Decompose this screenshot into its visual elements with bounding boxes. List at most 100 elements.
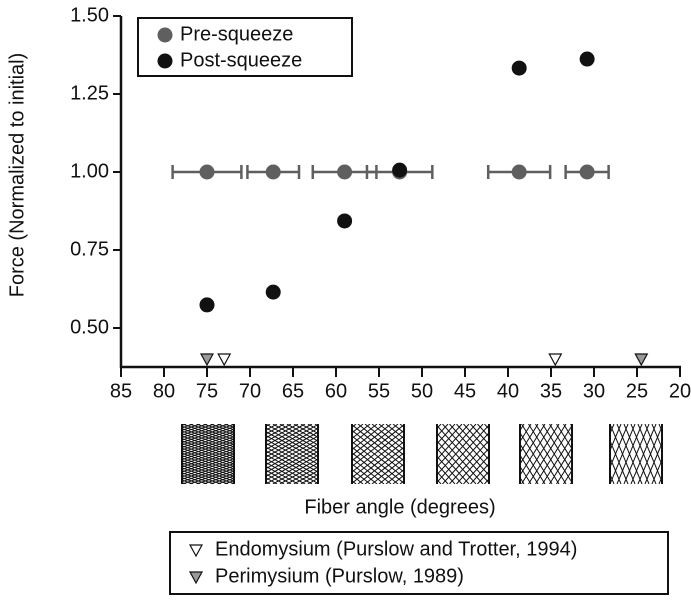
fiber <box>556 458 572 484</box>
fiber <box>563 469 572 484</box>
fiber <box>8 424 179 484</box>
fiber <box>182 424 234 443</box>
fiber <box>582 424 607 484</box>
point <box>199 297 215 313</box>
fiber <box>352 468 371 484</box>
marker <box>199 353 215 367</box>
fiber <box>182 428 234 448</box>
fiber <box>293 470 318 484</box>
fiber <box>437 424 470 460</box>
fiber <box>673 424 691 484</box>
fiber <box>575 424 600 484</box>
fiber <box>437 478 442 484</box>
fiber <box>266 424 299 443</box>
fiber <box>616 424 643 484</box>
fiber <box>484 478 489 484</box>
fiber <box>182 464 234 484</box>
x-tick-label: 65 <box>282 380 304 402</box>
fiber <box>182 428 234 448</box>
fiber <box>266 450 318 481</box>
fiber <box>570 424 572 428</box>
fiber-diagram <box>352 424 496 484</box>
fiber <box>556 424 572 450</box>
y-tick-label: 0.75 <box>70 238 109 260</box>
fiber <box>352 463 378 484</box>
fiber <box>520 424 525 432</box>
fiber <box>528 424 567 484</box>
fiber <box>286 466 318 484</box>
fiber <box>239 424 410 484</box>
x-axis-label: Fiber angle (degrees) <box>304 496 495 518</box>
x-tick-label: 75 <box>196 380 218 402</box>
fiber-diagram <box>8 424 410 484</box>
y-tick-label: 1.50 <box>70 4 109 26</box>
fiber <box>385 424 404 440</box>
fiber <box>352 424 385 451</box>
fiber <box>379 424 434 484</box>
fiber <box>182 436 234 456</box>
fiber <box>266 461 306 484</box>
fiber <box>182 479 194 484</box>
fiber <box>182 455 234 475</box>
fiber <box>437 424 456 445</box>
fiber <box>687 424 691 484</box>
fiber <box>182 482 187 484</box>
fiber <box>272 424 318 450</box>
fiber <box>352 424 378 445</box>
fiber <box>520 424 539 454</box>
marker <box>217 353 232 367</box>
fiber <box>266 424 292 439</box>
fiber <box>477 470 489 484</box>
fiber-diagram <box>575 424 691 484</box>
fiber <box>266 458 313 484</box>
fiber <box>585 424 623 484</box>
fiber <box>182 460 234 480</box>
fiber <box>521 424 560 484</box>
fiber <box>182 433 234 453</box>
legend-marker <box>157 53 173 69</box>
fiber <box>182 438 234 458</box>
fiber <box>352 435 404 479</box>
fiber <box>666 424 691 484</box>
fiber <box>203 424 234 436</box>
y-tick-label: 1.00 <box>70 160 109 182</box>
fiber <box>651 424 662 450</box>
fiber <box>182 450 234 471</box>
fiber <box>414 424 489 484</box>
fiber <box>437 424 442 430</box>
fiber <box>414 424 489 484</box>
fiber <box>378 424 404 445</box>
fiber <box>286 424 318 442</box>
fiber <box>182 424 187 426</box>
fiber <box>196 424 234 438</box>
fiber <box>266 424 306 447</box>
fiber <box>637 425 662 484</box>
fiber <box>266 431 318 462</box>
fiber <box>266 435 318 466</box>
fiber <box>266 454 318 484</box>
fiber <box>437 424 449 437</box>
fiber <box>352 424 371 440</box>
fiber <box>182 445 234 466</box>
fiber <box>610 424 636 484</box>
fiber <box>182 465 234 484</box>
fiber <box>352 424 404 468</box>
fiber <box>372 424 427 484</box>
fiber <box>651 458 662 484</box>
fiber <box>357 446 404 484</box>
fiber <box>182 430 234 450</box>
fiber <box>437 424 489 484</box>
fiber <box>266 439 318 470</box>
fiber <box>549 447 572 484</box>
fiber <box>421 424 496 484</box>
fiber <box>520 454 539 484</box>
fiber <box>385 468 404 484</box>
fiber <box>378 463 404 484</box>
x-tick-label: 45 <box>454 380 476 402</box>
fiber <box>520 424 546 465</box>
legend-label: Post-squeeze <box>180 49 302 71</box>
y-axis-label: Force (Normalized to initial) <box>6 53 28 298</box>
fiber <box>449 439 489 484</box>
fiber <box>182 463 234 483</box>
fiber <box>582 424 607 484</box>
